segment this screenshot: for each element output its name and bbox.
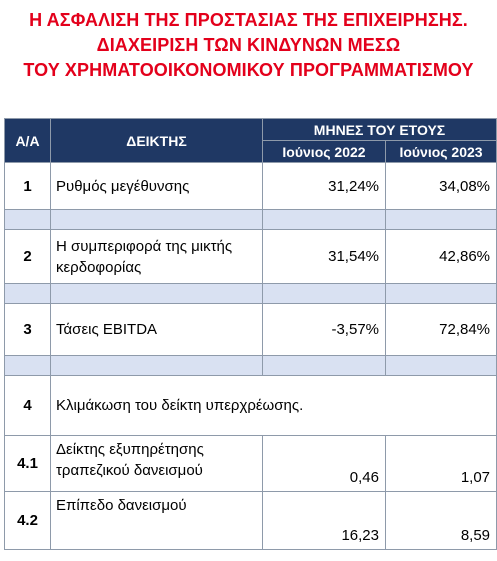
indicators-table: Α/Α ΔΕΙΚΤΗΣ ΜΗΝΕΣ ΤΟΥ ΕΤΟΥΣ Ιούνιος 2022… — [4, 118, 497, 550]
value-2023: 8,59 — [384, 491, 497, 550]
value-2022: -3,57% — [262, 303, 386, 356]
header-june-2022: Ιούνιος 2022 — [262, 140, 386, 163]
value-2022: 31,24% — [262, 162, 386, 210]
row-number: 4.1 — [4, 435, 51, 492]
title-line-2: ΔΙΑΧΕΙΡΙΣΗ ΤΩΝ ΚΙΝΔΥΝΩΝ ΜΕΣΩ — [96, 35, 401, 55]
row-number: 1 — [4, 162, 51, 210]
title-line-1: Η ΑΣΦΑΛΙΣΗ ΤΗΣ ΠΡΟΣΤΑΣΙΑΣ ΤΗΣ ΕΠΙΧΕΙΡΗΣΗ… — [29, 10, 468, 30]
value-2022: 31,54% — [262, 229, 386, 284]
indicator-name: Κλιμάκωση του δείκτη υπερχρέωσης. — [49, 375, 497, 436]
table-row: 4 Κλιμάκωση του δείκτη υπερχρέωσης. — [4, 375, 497, 436]
indicator-name: Δείκτης εξυπηρέτησης τραπεζικού δανεισμο… — [50, 435, 263, 492]
header-june-2023: Ιούνιος 2023 — [384, 140, 497, 163]
indicator-name: Επίπεδο δανεισμού — [50, 491, 263, 550]
value-2023: 42,86% — [384, 229, 497, 284]
table-row: 2 Η συμπεριφορά της μικτής κερδοφορίας 3… — [4, 229, 497, 284]
row-number: 4 — [4, 375, 51, 436]
value-2022: 16,23 — [262, 491, 386, 550]
separator-row — [4, 283, 497, 304]
row-number: 4.2 — [4, 491, 51, 550]
indicator-name-line-1: Δείκτης εξυπηρέτησης — [56, 441, 204, 458]
table-row: 3 Τάσεις EBITDA -3,57% 72,84% — [4, 303, 497, 356]
indicator-name: Η συμπεριφορά της μικτής κερδοφορίας — [50, 229, 263, 284]
table-row: 1 Ρυθμός μεγέθυνσης 31,24% 34,08% — [4, 162, 497, 210]
table-row: 4.2 Επίπεδο δανεισμού 16,23 8,59 — [4, 491, 497, 550]
indicator-name: Τάσεις EBITDA — [50, 303, 263, 356]
indicator-name-line-2: τραπεζικού δανεισμού — [56, 462, 203, 479]
indicator-name: Ρυθμός μεγέθυνσης — [50, 162, 263, 210]
value-2023: 72,84% — [384, 303, 497, 356]
table-row: 4.1 Δείκτης εξυπηρέτησης τραπεζικού δανε… — [4, 435, 497, 492]
indicator-name-line-2: κερδοφορίας — [56, 258, 142, 276]
header-aa: Α/Α — [4, 118, 51, 163]
document-title: Η ΑΣΦΑΛΙΣΗ ΤΗΣ ΠΡΟΣΤΑΣΙΑΣ ΤΗΣ ΕΠΙΧΕΙΡΗΣΗ… — [0, 8, 497, 83]
header-indicator: ΔΕΙΚΤΗΣ — [50, 118, 263, 163]
value-2023: 1,07 — [384, 435, 497, 492]
row-number: 3 — [4, 303, 51, 356]
separator-row — [4, 209, 497, 230]
indicator-name-line-1: Η συμπεριφορά της μικτής — [56, 237, 233, 255]
separator-row — [4, 355, 497, 376]
value-2023: 34,08% — [384, 162, 497, 210]
title-line-3: ΤΟΥ ΧΡΗΜΑΤΟΟΙΚΟΝΟΜΙΚΟΥ ΠΡΟΓΡΑΜΜΑΤΙΣΜΟΥ — [23, 60, 474, 80]
header-months: ΜΗΝΕΣ ΤΟΥ ΕΤΟΥΣ — [261, 118, 497, 141]
value-2022: 0,46 — [262, 435, 386, 492]
row-number: 2 — [4, 229, 51, 284]
